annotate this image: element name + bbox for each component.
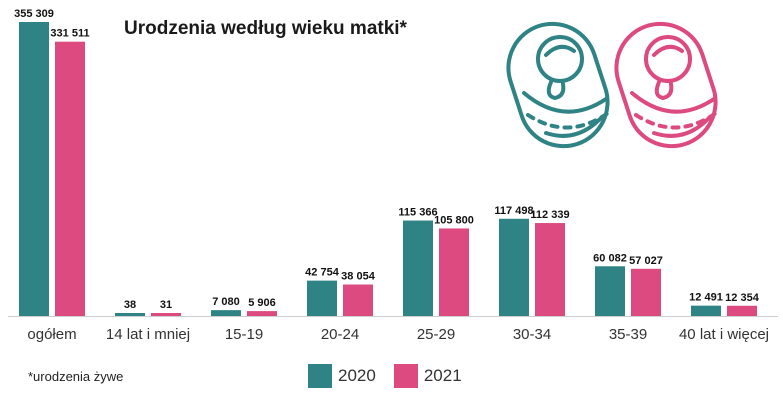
- data-label-2020-6: 60 082: [593, 252, 627, 264]
- legend: 2020 2021: [308, 364, 470, 388]
- data-label-2021-5: 112 339: [530, 209, 569, 221]
- legend-swatch-2021: [393, 364, 418, 388]
- baby-icon: [614, 21, 718, 149]
- data-label-2020-3: 42 754: [305, 267, 340, 279]
- category-label-4: 25-29: [417, 326, 455, 343]
- bar-2021-7: [727, 305, 757, 316]
- bar-2020-1: [115, 313, 145, 316]
- legend-swatch-2020: [308, 364, 332, 388]
- data-label-2020-0: 355 309: [14, 8, 54, 20]
- category-label-7: 40 lat i więcej: [679, 326, 769, 343]
- category-label-3: 20-24: [321, 326, 359, 343]
- bar-2021-4: [439, 228, 469, 316]
- data-label-2021-4: 105 800: [434, 214, 474, 226]
- data-label-2021-1: 31: [160, 299, 172, 311]
- bar-2021-3: [343, 284, 373, 316]
- legend-label-2021: 2021: [423, 366, 462, 385]
- bar-2020-2: [211, 310, 241, 316]
- data-label-2021-0: 331 511: [50, 28, 89, 40]
- data-label-2020-5: 117 498: [494, 205, 533, 217]
- data-label-2020-4: 115 366: [398, 207, 437, 219]
- bar-2020-5: [499, 218, 529, 316]
- data-label-2020-1: 38: [124, 299, 136, 311]
- category-label-5: 30-34: [513, 326, 551, 343]
- category-label-2: 15-19: [225, 326, 263, 343]
- bar-2021-1: [151, 313, 181, 316]
- chart-title: Urodzenia według wieku matki*: [124, 18, 407, 39]
- bar-2021-5: [535, 223, 565, 316]
- bar-2020-3: [307, 280, 337, 316]
- legend-label-2020: 2020: [338, 366, 376, 385]
- data-label-2021-3: 38 054: [341, 271, 376, 283]
- bar-2020-4: [403, 220, 433, 316]
- bar-2021-6: [631, 268, 661, 316]
- data-label-2021-7: 12 354: [725, 292, 760, 304]
- bar-2021-0: [55, 41, 85, 317]
- baby-icon: [506, 21, 610, 149]
- category-label-0: ogółem: [27, 326, 76, 343]
- data-label-2020-7: 12 491: [689, 292, 723, 304]
- category-label-6: 35-39: [609, 326, 647, 343]
- bar-2020-6: [595, 266, 625, 316]
- category-label-1: 14 lat i mniej: [106, 326, 190, 343]
- data-label-2020-2: 7 080: [212, 296, 240, 308]
- legend-item-2021: 2021: [393, 364, 462, 388]
- data-label-2021-2: 5 906: [248, 297, 276, 309]
- data-label-2021-6: 57 027: [629, 255, 663, 267]
- bar-2020-7: [691, 305, 721, 316]
- legend-item-2020: 2020: [308, 364, 376, 388]
- bar-2020-0: [19, 22, 49, 316]
- bar-2021-2: [247, 311, 277, 316]
- footnote: *urodzenia żywe: [28, 369, 124, 384]
